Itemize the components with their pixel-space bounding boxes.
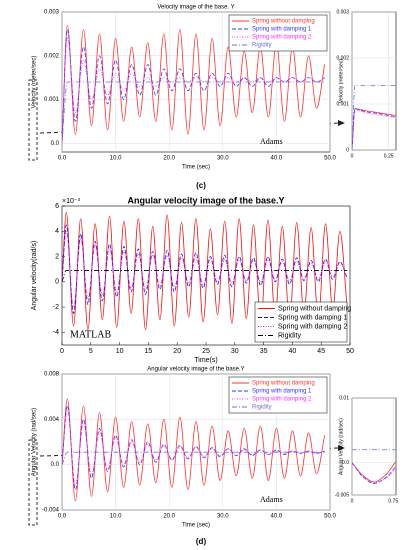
zoom-box bbox=[28, 79, 38, 161]
plot-area bbox=[351, 11, 397, 151]
y-axis-label: Angular Velocity (rad/sec) bbox=[32, 408, 38, 476]
panel-label: (c) bbox=[196, 181, 206, 190]
y-axis-label: Angular Velocity (rad/sec) bbox=[338, 418, 344, 475]
series-line bbox=[352, 461, 396, 483]
x-tick-label: 25 bbox=[202, 348, 210, 355]
series-line bbox=[352, 462, 396, 484]
series-line bbox=[62, 270, 348, 282]
panel-label: (d) bbox=[196, 537, 207, 546]
y-multiplier: ×10⁻³ bbox=[62, 198, 81, 205]
x-tick-label: 10 bbox=[116, 348, 124, 355]
y-tick-label: 0.008 bbox=[44, 372, 60, 378]
y-tick-label: -2 bbox=[53, 304, 59, 311]
y-tick-label: -0.005 bbox=[335, 492, 349, 498]
x-tick-label: 45 bbox=[317, 348, 325, 355]
x-tick-label: 50.0 bbox=[324, 156, 336, 162]
series-line bbox=[62, 405, 325, 491]
x-tick-label: 0 bbox=[351, 153, 354, 159]
y-axis-label: Velocity (meter/sec) bbox=[338, 59, 344, 103]
series-line bbox=[62, 230, 348, 308]
x-tick-label: 0.0 bbox=[58, 514, 67, 520]
chart-title: Velocity image of the base. Y bbox=[157, 5, 234, 11]
arrow-head bbox=[338, 445, 345, 451]
legend-label: Rigidity bbox=[278, 332, 301, 339]
annotation: Adams bbox=[260, 495, 283, 504]
y-tick-label: 0.0 bbox=[51, 141, 60, 147]
x-tick-label: 50 bbox=[346, 348, 354, 355]
x-tick-label: 20.0 bbox=[163, 156, 175, 162]
x-tick-label: 40.0 bbox=[271, 514, 283, 520]
y-tick-label: 0.002 bbox=[336, 55, 349, 61]
legend-label: Spring with damping 1 bbox=[278, 314, 347, 321]
x-axis-label: Time(s) bbox=[194, 357, 217, 364]
chart-title: Angular velocity image of the base.Y bbox=[127, 195, 284, 205]
x-tick-label: 10.0 bbox=[110, 156, 122, 162]
x-tick-label: 15 bbox=[145, 348, 153, 355]
x-tick-label: 35 bbox=[260, 348, 268, 355]
y-tick-label: 4 bbox=[55, 228, 59, 235]
x-tick-label: 0 bbox=[351, 498, 354, 504]
x-tick-label: 0.25 bbox=[384, 153, 394, 159]
x-tick-label: 30.0 bbox=[217, 156, 229, 162]
legend-label: Spring with damping 1 bbox=[252, 389, 312, 395]
y-tick-label: -0.004 bbox=[42, 508, 60, 514]
y-tick-label: 0 bbox=[346, 147, 349, 153]
series-line bbox=[62, 224, 348, 314]
y-tick-label: 0 bbox=[55, 279, 59, 286]
plot-area bbox=[351, 397, 397, 496]
y-tick-label: 0.003 bbox=[336, 9, 349, 15]
y-tick-label: -4 bbox=[53, 329, 59, 336]
y-tick-label: 0.0 bbox=[51, 462, 60, 468]
x-tick-label: 30 bbox=[231, 348, 239, 355]
annotation: MATLAB bbox=[70, 329, 111, 340]
series-line bbox=[352, 108, 396, 150]
series-line bbox=[62, 211, 348, 331]
series-line bbox=[62, 29, 325, 144]
y-tick-label: 0.0 bbox=[342, 460, 349, 466]
legend-label: Spring with damping 2 bbox=[252, 35, 312, 41]
legend-label: Spring with damping 2 bbox=[278, 323, 347, 330]
zoom-box bbox=[28, 439, 38, 526]
y-axis-label: Velocity (meter/sec) bbox=[32, 56, 38, 109]
series-line bbox=[352, 85, 396, 150]
y-tick-label: 0.003 bbox=[44, 10, 60, 16]
x-axis-label: Time (sec) bbox=[182, 523, 210, 529]
legend-label: Spring with damping 2 bbox=[252, 397, 312, 403]
x-tick-label: 0.0 bbox=[58, 156, 67, 162]
annotation: Adams bbox=[260, 137, 283, 146]
legend-label: Rigidity bbox=[252, 43, 272, 49]
series-line bbox=[62, 398, 326, 502]
arrow-head bbox=[338, 120, 345, 126]
x-tick-label: 20.0 bbox=[163, 514, 175, 520]
x-tick-label: 0.75 bbox=[388, 498, 398, 504]
y-axis-label: Angular velocity(rad/s) bbox=[31, 241, 38, 311]
chart-title: Angular velocity image of the base.Y bbox=[147, 367, 244, 373]
x-tick-label: 10.0 bbox=[110, 514, 122, 520]
y-tick-label: 0.002 bbox=[44, 53, 60, 59]
series-line bbox=[62, 81, 325, 144]
legend-label: Spring with damping 1 bbox=[252, 27, 312, 33]
x-tick-label: 5 bbox=[89, 348, 93, 355]
x-tick-label: 40.0 bbox=[271, 156, 283, 162]
y-tick-label: 0.004 bbox=[44, 417, 60, 423]
x-axis-label: Time (sec) bbox=[182, 165, 210, 171]
x-tick-label: 50.0 bbox=[324, 514, 336, 520]
y-tick-label: 0.01 bbox=[339, 395, 349, 401]
y-tick-label: 2 bbox=[55, 253, 59, 260]
legend-label: Spring without damping bbox=[278, 305, 351, 312]
x-tick-label: 20 bbox=[173, 348, 181, 355]
x-tick-label: 40 bbox=[289, 348, 297, 355]
legend-label: Spring without damping bbox=[252, 381, 315, 387]
x-tick-label: 0 bbox=[60, 348, 64, 355]
legend-label: Spring without damping bbox=[252, 19, 315, 25]
y-tick-label: 6 bbox=[55, 203, 59, 210]
x-tick-label: 30.0 bbox=[217, 514, 229, 520]
legend-label: Rigidity bbox=[252, 405, 272, 411]
y-tick-label: 0.001 bbox=[44, 97, 60, 103]
y-tick-label: 0.001 bbox=[336, 101, 349, 107]
